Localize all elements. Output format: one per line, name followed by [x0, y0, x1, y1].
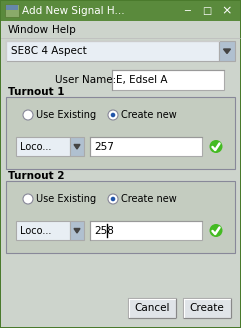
Text: 258: 258	[94, 226, 114, 236]
Bar	[16, 137, 70, 156]
Bar	[1, 1, 240, 21]
Bar	[70, 137, 84, 156]
Bar	[6, 181, 235, 253]
Text: E, Edsel A: E, Edsel A	[116, 75, 167, 85]
Text: □: □	[202, 6, 212, 16]
Text: Help: Help	[52, 25, 76, 35]
Text: Turnout 1: Turnout 1	[8, 87, 65, 97]
Bar	[6, 41, 219, 61]
Text: ×: ×	[222, 5, 232, 17]
Circle shape	[209, 224, 222, 237]
Text: Loco...: Loco...	[20, 226, 51, 236]
Bar	[6, 97, 235, 169]
Text: ─: ─	[184, 6, 190, 16]
Polygon shape	[74, 145, 80, 149]
Polygon shape	[223, 49, 230, 53]
Text: Use Existing: Use Existing	[36, 194, 96, 204]
Bar	[1, 21, 240, 38]
Bar	[70, 221, 84, 240]
Text: SE8C 4 Aspect: SE8C 4 Aspect	[11, 46, 87, 56]
Circle shape	[23, 194, 33, 204]
Bar	[90, 137, 202, 156]
Text: Use Existing: Use Existing	[36, 110, 96, 120]
Text: Loco...: Loco...	[20, 141, 51, 152]
Text: Add New Signal H...: Add New Signal H...	[22, 6, 125, 16]
Bar	[128, 298, 176, 318]
Text: Create new: Create new	[121, 110, 177, 120]
Bar	[219, 41, 235, 61]
Circle shape	[23, 110, 33, 120]
Bar	[112, 70, 224, 90]
Circle shape	[108, 194, 118, 204]
Circle shape	[111, 197, 115, 201]
Circle shape	[108, 110, 118, 120]
Bar	[16, 221, 70, 240]
Text: Window: Window	[8, 25, 49, 35]
Text: Turnout 2: Turnout 2	[8, 171, 65, 181]
Polygon shape	[74, 229, 80, 233]
Text: Create new: Create new	[121, 194, 177, 204]
Text: Create: Create	[190, 303, 224, 313]
Bar	[183, 298, 231, 318]
Text: Cancel: Cancel	[134, 303, 170, 313]
Text: 257: 257	[94, 141, 114, 152]
Circle shape	[111, 113, 115, 117]
Bar	[5, 4, 19, 17]
Bar	[6, 5, 18, 10]
Text: User Name:: User Name:	[55, 75, 116, 85]
Bar	[90, 221, 202, 240]
Circle shape	[209, 140, 222, 153]
